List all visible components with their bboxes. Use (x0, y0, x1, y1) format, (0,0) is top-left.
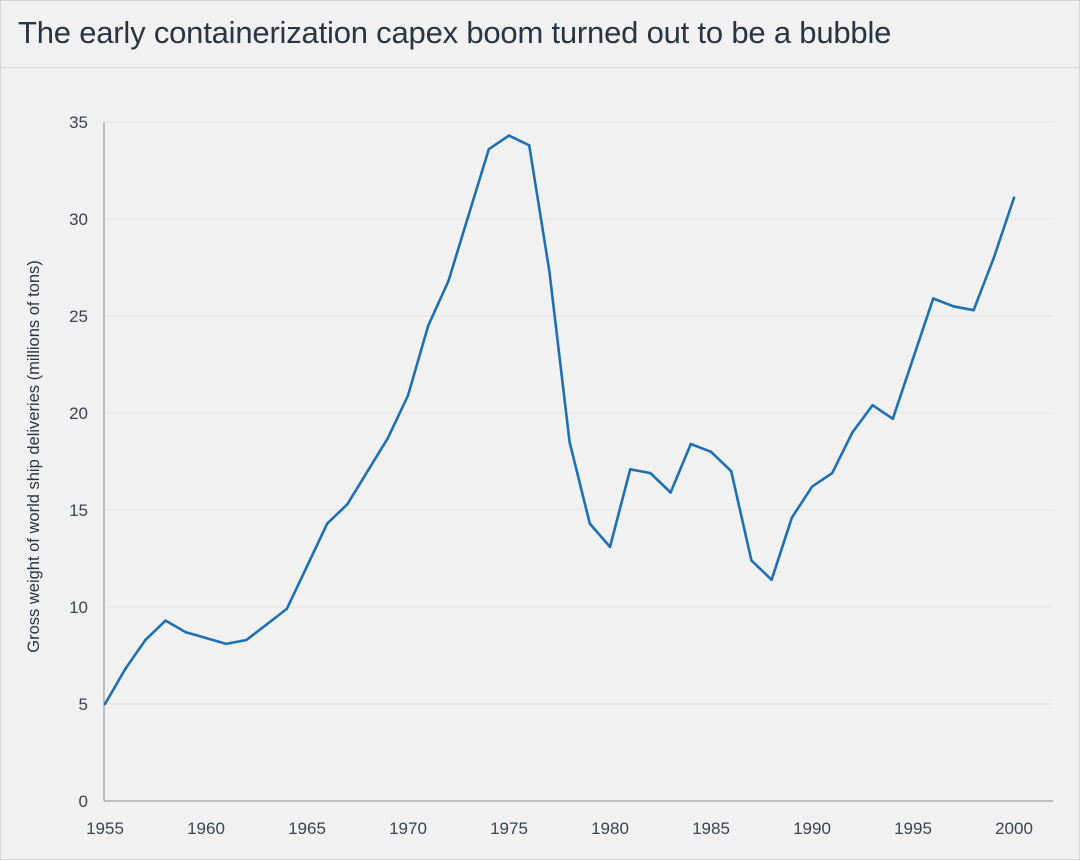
data-point-1975 (507, 134, 511, 137)
data-point-1960 (204, 636, 208, 640)
data-point-1964 (285, 607, 288, 611)
data-point-1977 (548, 270, 551, 273)
data-point-1995 (911, 357, 915, 360)
x-tick-label-1990: 1990 (793, 819, 831, 838)
data-point-1991 (831, 471, 834, 475)
data-point-1985 (709, 450, 713, 453)
data-point-1982 (649, 471, 652, 475)
data-point-1963 (265, 623, 268, 626)
y-tick-label-30: 30 (69, 210, 88, 229)
x-tick-label-1955: 1955 (86, 819, 124, 838)
series-layer (103, 134, 1016, 706)
series-line-0 (103, 134, 1016, 706)
data-point-1973 (467, 213, 470, 217)
tick-labels: 0 5 10 15 20 25 30 35 1955 1960 1965 1970 1975 1980 19… (69, 113, 1033, 838)
y-tick-label-15: 15 (69, 501, 88, 520)
grid-lines (105, 121, 1053, 705)
data-point-1976 (528, 144, 531, 147)
data-point-1959 (184, 631, 187, 634)
data-point-1980 (608, 545, 612, 549)
y-tick-label-20: 20 (69, 404, 88, 423)
x-tick-label-1970: 1970 (389, 819, 427, 838)
data-point-1981 (629, 468, 632, 471)
data-point-1978 (568, 440, 571, 444)
data-point-1984 (689, 442, 692, 446)
x-tick-label-1975: 1975 (490, 819, 528, 838)
data-point-1955 (103, 702, 107, 706)
x-tick-label-1995: 1995 (894, 819, 932, 838)
data-point-1962 (245, 638, 248, 642)
data-point-1986 (730, 470, 733, 473)
data-point-1998 (972, 308, 975, 312)
data-point-1987 (750, 559, 753, 562)
x-tick-label-1985: 1985 (692, 819, 730, 838)
data-point-1999 (992, 256, 995, 259)
chart-title: The early containerization capex boom tu… (18, 15, 892, 50)
data-point-1969 (386, 437, 389, 440)
data-point-1993 (871, 404, 874, 407)
data-point-1989 (790, 516, 793, 519)
data-point-1957 (144, 638, 147, 642)
y-tick-label-25: 25 (69, 307, 88, 326)
data-point-1961 (225, 642, 228, 646)
data-point-1979 (588, 522, 591, 525)
x-tick-label-1980: 1980 (591, 819, 629, 838)
data-point-1968 (366, 470, 369, 473)
y-tick-label-10: 10 (69, 598, 88, 617)
y-axis-title: Gross weight of world ship deliveries (m… (25, 260, 43, 652)
data-point-1988 (770, 578, 773, 582)
data-point-1994 (891, 417, 894, 421)
data-point-1983 (669, 491, 672, 494)
data-point-1996 (932, 297, 935, 300)
data-point-1990 (810, 485, 814, 488)
data-point-1970 (406, 394, 410, 397)
data-point-1958 (164, 619, 167, 622)
data-point-1966 (326, 522, 329, 525)
data-point-2000 (1012, 196, 1016, 199)
data-point-1967 (346, 502, 349, 506)
x-tick-label-1965: 1965 (288, 819, 326, 838)
data-point-1974 (487, 147, 490, 151)
x-tick-label-2000: 2000 (995, 819, 1033, 838)
x-tick-label-1960: 1960 (187, 819, 225, 838)
data-point-1997 (952, 305, 955, 308)
y-tick-label-35: 35 (69, 113, 88, 132)
data-point-1972 (447, 279, 450, 283)
data-point-1992 (851, 431, 854, 434)
y-tick-label-0: 0 (79, 792, 88, 811)
title-bar: The early containerization capex boom tu… (1, 1, 1079, 68)
data-point-1971 (427, 324, 430, 327)
y-tick-label-5: 5 (79, 695, 88, 714)
axes (103, 122, 1053, 802)
data-point-1956 (124, 667, 127, 671)
data-point-1965 (305, 565, 309, 568)
